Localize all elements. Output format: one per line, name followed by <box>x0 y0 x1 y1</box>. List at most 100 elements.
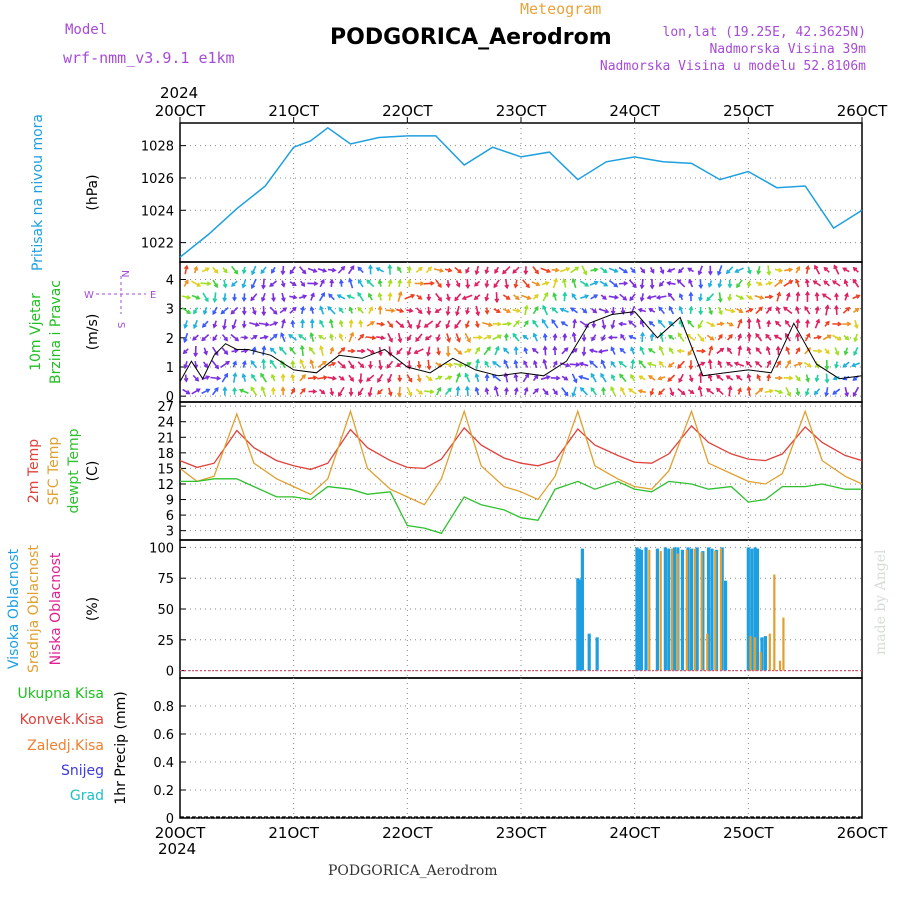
wind-arrow-head <box>678 305 684 311</box>
wind-arrow-head <box>329 278 335 284</box>
wind-arrow-head <box>700 361 706 366</box>
wind-arrow-head <box>565 266 571 272</box>
wind-arrow-head <box>506 308 512 314</box>
wind-arrow-head <box>493 283 498 289</box>
wind-arrow-head <box>707 358 713 364</box>
wind-arrow-head <box>667 292 673 298</box>
wind-arrow-head <box>747 269 752 275</box>
wind-arrow <box>462 294 473 300</box>
wind-arrow-head <box>786 392 792 397</box>
wind-arrow <box>289 266 296 274</box>
wind-arrow-head <box>338 278 344 284</box>
wind-arrow-head <box>387 291 393 297</box>
wind-arrow <box>261 386 266 397</box>
wind-arrow-head <box>853 337 858 343</box>
wind-arrow <box>774 279 783 288</box>
cloud-mid-bar <box>685 549 688 671</box>
wind-arrow-head <box>516 308 522 314</box>
cloud-mid-bar <box>759 652 762 671</box>
cloud-high-bar <box>667 548 671 671</box>
wind-arrow <box>201 334 210 341</box>
cloud-high-bar <box>635 547 639 671</box>
wind-arrow-head <box>639 319 645 325</box>
wind-arrow-head <box>358 379 364 384</box>
wind-arrow-head <box>350 265 355 270</box>
wind-arrow-head <box>201 323 207 328</box>
wind-arrow <box>619 293 627 301</box>
wind-arrow-head <box>584 323 590 328</box>
wind-arrow-head <box>852 392 857 397</box>
wind-arrow-head <box>359 363 365 369</box>
wind-arrow-head <box>290 387 296 393</box>
wind-arrow <box>251 265 257 275</box>
wind-arrow-head <box>289 346 294 352</box>
wind-arrow <box>638 360 646 369</box>
wind-arrow-head <box>250 360 255 365</box>
wind-arrow-head <box>766 271 772 276</box>
wind-arrow <box>260 373 268 383</box>
wind-arrow-head <box>746 282 752 288</box>
wind-arrow <box>446 333 451 342</box>
wind-arrow-head <box>280 359 285 365</box>
wind-arrow-head <box>427 266 432 271</box>
wind-arrow <box>852 386 860 397</box>
wind-arrow-head <box>232 386 237 392</box>
wind-arrow <box>230 333 239 342</box>
wind-arrow <box>181 307 191 314</box>
wind-arrow <box>492 374 502 382</box>
wind-arrow-head <box>348 318 354 324</box>
wind-arrow <box>387 333 393 342</box>
wind-arrow-head <box>746 385 752 391</box>
wind-arrow-head <box>785 346 790 352</box>
wind-arrow <box>475 359 479 370</box>
wind-arrow-head <box>613 283 619 288</box>
wind-arrow <box>502 266 511 274</box>
wind-arrow <box>620 387 626 396</box>
wind-arrow-head <box>623 268 629 274</box>
wind-arrow-head <box>436 386 442 392</box>
wind-arrow-head <box>737 333 742 339</box>
wind-arrow-head <box>299 358 304 364</box>
wind-arrow <box>814 319 820 329</box>
wind-arrow-head <box>844 392 850 398</box>
precip-legend-5: Grad <box>70 788 104 804</box>
wind-arrow-head <box>309 318 315 324</box>
wind-arrow-head <box>619 373 624 379</box>
cloud-high-bar <box>746 547 750 671</box>
wind-arrow-head <box>570 307 575 312</box>
wind-arrow-head <box>719 347 725 353</box>
wind-arrow-head <box>429 389 435 395</box>
cloud-high-bar <box>753 547 757 671</box>
wind-arrow-head <box>640 268 646 274</box>
wind-arrow-head <box>574 266 580 271</box>
wind-arrow-head <box>348 277 353 283</box>
ytick-label-pressure: 1022 <box>141 237 174 252</box>
wind-arrow-head <box>336 294 342 299</box>
wind-arrow <box>183 332 189 343</box>
wind-arrow-head <box>426 310 432 316</box>
wind-arrow-head <box>377 279 383 284</box>
wind-arrow-head <box>261 358 266 364</box>
wind-arrow <box>608 295 618 299</box>
cloud-high-bar <box>724 580 728 671</box>
wind-arrow-head <box>196 282 202 287</box>
wind-arrow-head <box>584 294 590 299</box>
wind-arrow-head <box>767 306 772 312</box>
wind-arrow-head <box>301 269 307 275</box>
wind-arrow-head <box>591 323 597 329</box>
wind-arrow-head <box>844 292 849 298</box>
wind-arrow-head <box>292 281 297 286</box>
wind-arrow-head <box>610 346 615 351</box>
wind-arrow-head <box>513 373 519 379</box>
wind-arrow-head <box>817 348 823 354</box>
wind-arrow <box>466 279 469 288</box>
wind-arrow-head <box>677 332 683 337</box>
wind-arrow-head <box>232 296 237 302</box>
wind-arrow-head <box>778 279 784 285</box>
wind-arrow-head <box>504 332 509 338</box>
wind-arrow-head <box>220 309 226 315</box>
wind-arrow-head <box>659 269 665 275</box>
wind-arrow-head <box>582 270 588 276</box>
wind-arrow-head <box>214 364 220 370</box>
wind-arrow-head <box>332 375 337 381</box>
